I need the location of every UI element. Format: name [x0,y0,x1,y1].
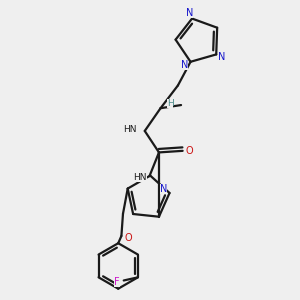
Text: F: F [114,277,120,287]
Text: N: N [218,52,226,62]
Text: O: O [185,146,193,156]
Text: HN: HN [123,125,137,134]
Text: HN: HN [134,173,147,182]
Text: N: N [181,60,188,70]
Text: N: N [160,184,167,194]
Text: O: O [124,232,132,242]
Text: N: N [186,8,193,18]
Text: H: H [167,99,173,108]
